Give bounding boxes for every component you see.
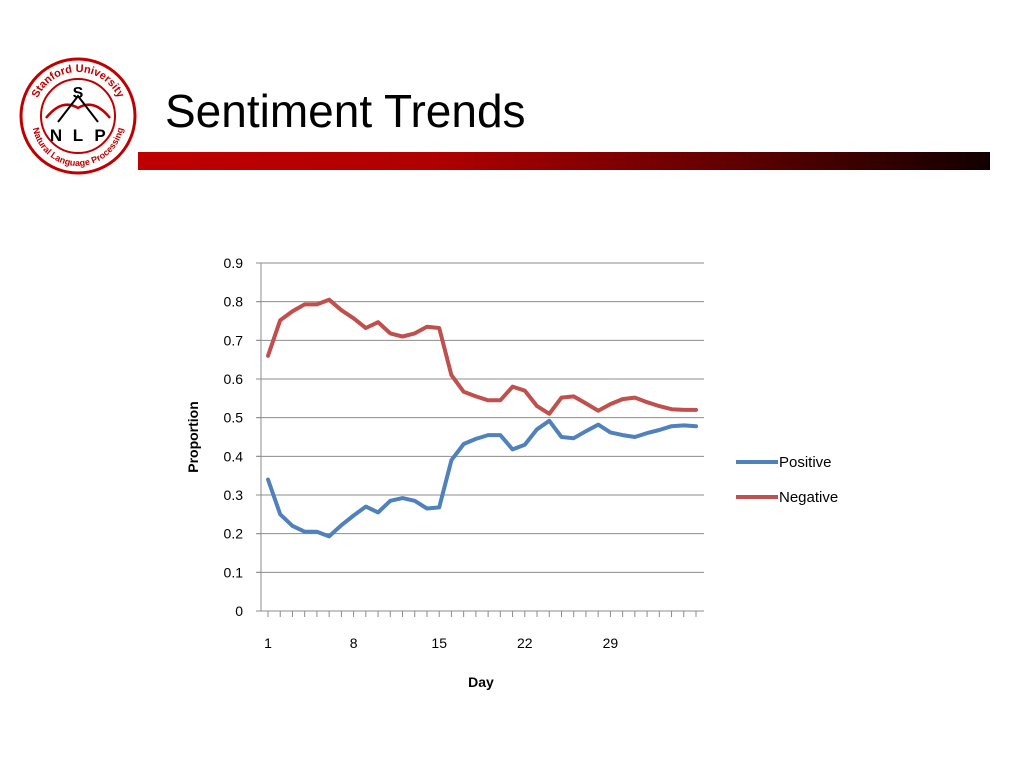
x-tick-label: 1 <box>264 635 272 651</box>
y-tick-label: 0.5 <box>224 410 244 426</box>
y-tick-label: 0.9 <box>224 255 244 271</box>
logo-letter-p: P <box>94 126 105 145</box>
y-tick-label: 0.1 <box>224 564 244 580</box>
slide-title: Sentiment Trends <box>165 85 526 137</box>
y-tick-label: 0.8 <box>224 294 244 310</box>
y-tick-label: 0.3 <box>224 487 244 503</box>
series-line-positive <box>266 418 698 539</box>
axes <box>256 262 704 617</box>
logo-center-letter: S <box>73 85 84 102</box>
x-tick-label: 29 <box>603 635 619 651</box>
x-tick-label: 8 <box>350 635 358 651</box>
title-underline-bar <box>138 152 990 170</box>
y-tick-label: 0 <box>235 603 243 619</box>
logo-letter-n: N <box>50 126 62 145</box>
x-tick-label: 15 <box>431 635 447 651</box>
x-tick-labels: 1 8 15 22 29 <box>264 635 618 651</box>
y-tick-labels: 0 0.1 0.2 0.3 0.4 0.5 0.6 0.7 0.8 0.9 <box>224 255 244 619</box>
logo-triangle-icon <box>57 94 99 123</box>
x-axis-title: Day <box>468 674 494 690</box>
y-axis-title: Proportion <box>185 401 201 473</box>
legend-label-negative: Negative <box>779 489 838 506</box>
y-tick-label: 0.2 <box>224 526 244 542</box>
x-tick-label: 22 <box>517 635 533 651</box>
y-tick-label: 0.6 <box>224 371 244 387</box>
logo-wave-icon <box>45 103 111 119</box>
series-line-negative <box>266 297 698 416</box>
series-lines <box>266 297 698 539</box>
legend: Positive Negative <box>736 454 838 506</box>
gridlines <box>257 262 704 573</box>
legend-label-positive: Positive <box>779 454 832 471</box>
stanford-nlp-logo: Stanford University Natural Language Pro… <box>19 57 137 175</box>
logo-letter-l: L <box>73 126 83 145</box>
y-tick-label: 0.7 <box>224 332 244 348</box>
y-tick-label: 0.4 <box>224 448 244 464</box>
logo-inner-ring <box>40 78 116 154</box>
